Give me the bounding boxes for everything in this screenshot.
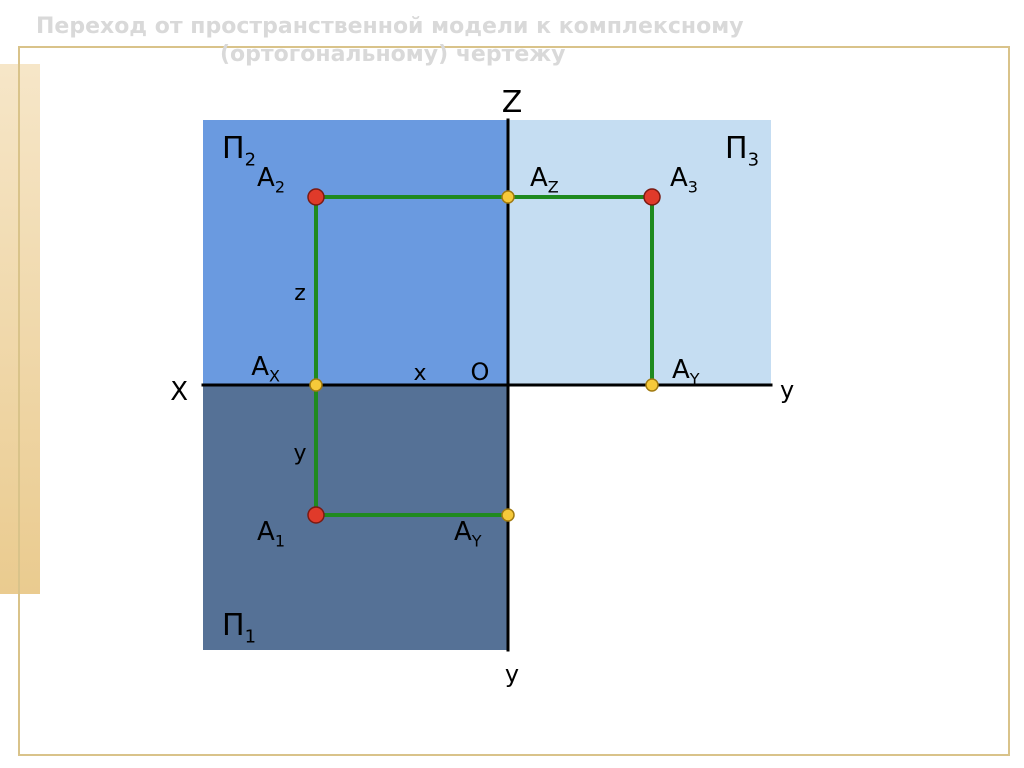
- diagram: П2П3П1ZXyyOxzyA2AZA3AXAYA1AY: [0, 0, 1024, 768]
- slide: Переход от пространственной модели к ком…: [0, 0, 1024, 768]
- point-AZ: [502, 191, 514, 203]
- point-AY: [502, 509, 514, 521]
- axis-label-O: O: [471, 358, 490, 386]
- point-AY: [646, 379, 658, 391]
- point-A1: [308, 507, 324, 523]
- axis-label-yR: y: [780, 376, 794, 404]
- axis-label-x_small: x: [413, 361, 426, 386]
- point-AX: [310, 379, 322, 391]
- axis-label-yD: y: [505, 660, 519, 688]
- point-A2: [308, 189, 324, 205]
- axis-label-z_small: z: [294, 281, 306, 306]
- axis-label-y_small: y: [293, 441, 306, 466]
- axis-label-X: X: [170, 377, 188, 407]
- point-A3: [644, 189, 660, 205]
- axis-label-Z: Z: [502, 85, 523, 120]
